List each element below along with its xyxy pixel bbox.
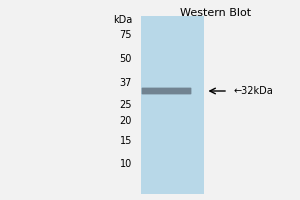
Text: kDa: kDa bbox=[113, 15, 132, 25]
Text: Western Blot: Western Blot bbox=[180, 8, 252, 18]
Bar bbox=[141, 16, 204, 194]
Text: 20: 20 bbox=[120, 116, 132, 126]
Text: ←32kDa: ←32kDa bbox=[234, 86, 274, 96]
Text: 75: 75 bbox=[119, 30, 132, 40]
FancyBboxPatch shape bbox=[142, 88, 191, 94]
Text: 10: 10 bbox=[120, 159, 132, 169]
Text: 50: 50 bbox=[120, 54, 132, 64]
Text: 15: 15 bbox=[120, 136, 132, 146]
Text: 37: 37 bbox=[120, 78, 132, 88]
Text: 25: 25 bbox=[119, 100, 132, 110]
